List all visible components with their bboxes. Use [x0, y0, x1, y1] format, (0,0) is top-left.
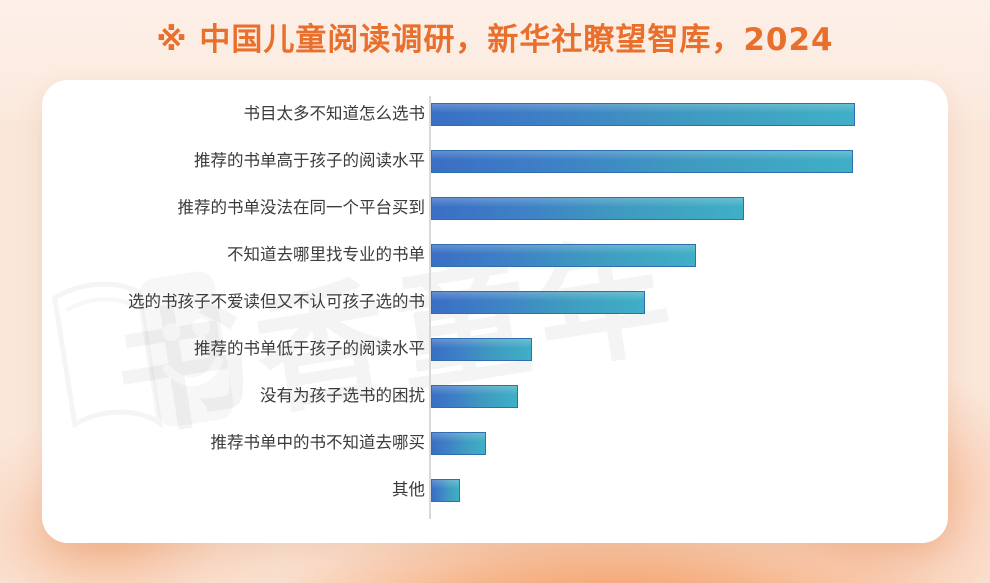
bar-fill: 42. 90%: [431, 244, 696, 267]
bar-track: 14. 03%: [431, 385, 518, 408]
bar-category-label: 不知道去哪里找专业的书单: [227, 244, 425, 264]
bar-track: 68. 41%: [431, 150, 853, 173]
bar-category-label: 选的书孩子不爱读但又不认可孩子选的书: [128, 291, 425, 311]
bar-category-label: 推荐书单中的书不知道去哪买: [210, 432, 426, 452]
bar-fill: 16. 41%: [431, 338, 532, 361]
bar-category-label: 没有为孩子选书的困扰: [260, 385, 425, 405]
bar-row: 书目太多不知道怎么选书 68. 79%: [42, 99, 948, 129]
bar-row: 选的书孩子不爱读但又不认可孩子选的书 34. 67%: [42, 287, 948, 317]
bar-category-label: 推荐的书单高于孩子的阅读水平: [194, 150, 425, 170]
bar-track: 34. 67%: [431, 291, 645, 314]
bar-fill: 68. 41%: [431, 150, 853, 173]
bar-track: 8. 84%: [431, 432, 486, 455]
chart-card: 书香童年 书目太多不知道怎么选书 68. 79% 推荐的书单高于孩子的阅读水平 …: [42, 80, 948, 543]
plot-area: 书目太多不知道怎么选书 68. 79% 推荐的书单高于孩子的阅读水平 68. 4…: [42, 80, 948, 543]
bar-track: 4. 56%: [431, 479, 460, 502]
bar-row: 其他 4. 56%: [42, 475, 948, 505]
bar-fill: 4. 56%: [431, 479, 460, 502]
bar-row: 推荐的书单没法在同一个平台买到 50. 72%: [42, 193, 948, 223]
bar-track: 50. 72%: [431, 197, 744, 220]
bar-fill: 68. 79%: [431, 103, 855, 126]
bar-category-label: 书目太多不知道怎么选书: [243, 103, 426, 123]
bar-category-label: 推荐的书单没法在同一个平台买到: [177, 197, 426, 217]
value-axis-line: [429, 96, 431, 519]
chart-title: ※ 中国儿童阅读调研，新华社瞭望智库，2024: [156, 22, 834, 58]
bar-row: 推荐书单中的书不知道去哪买 8. 84%: [42, 428, 948, 458]
bar-row: 不知道去哪里找专业的书单 42. 90%: [42, 240, 948, 270]
bar-track: 68. 79%: [431, 103, 855, 126]
bar-row: 推荐的书单高于孩子的阅读水平 68. 41%: [42, 146, 948, 176]
bar-row: 没有为孩子选书的困扰 14. 03%: [42, 381, 948, 411]
chart-title-bar: ※ 中国儿童阅读调研，新华社瞭望智库，2024: [0, 14, 990, 59]
bar-row: 推荐的书单低于孩子的阅读水平 16. 41%: [42, 334, 948, 364]
bar-fill: 50. 72%: [431, 197, 744, 220]
bar-fill: 34. 67%: [431, 291, 645, 314]
bar-track: 42. 90%: [431, 244, 696, 267]
bar-category-label: 推荐的书单低于孩子的阅读水平: [194, 338, 425, 358]
bar-track: 16. 41%: [431, 338, 532, 361]
bar-category-label: 其他: [392, 479, 425, 499]
bar-fill: 14. 03%: [431, 385, 518, 408]
bar-fill: 8. 84%: [431, 432, 486, 455]
